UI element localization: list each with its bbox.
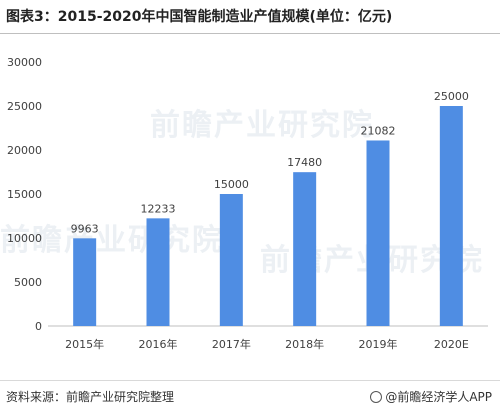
chart-title: 图表3：2015-2020年中国智能制造业产值规模(单位：亿元) [6, 9, 393, 25]
x-tick-label: 2016年 [139, 337, 178, 351]
y-tick-label: 25000 [7, 100, 42, 113]
source-note: 资料来源：前瞻产业研究院整理 [6, 390, 175, 404]
y-tick-label: 30000 [7, 56, 42, 69]
bar [73, 238, 97, 326]
bar [293, 172, 317, 326]
x-tick-label: 2019年 [359, 337, 398, 351]
bar-chart: 0 5000 10000 15000 20000 25000 30000 9963 2015年 1… [7, 56, 488, 351]
y-tick-label: 15000 [7, 188, 42, 201]
y-tick-label: 0 [35, 320, 42, 333]
bar [366, 140, 390, 326]
bar [439, 106, 463, 326]
brand-label: @前瞻经济学人APP [385, 390, 492, 404]
data-label: 9963 [71, 222, 99, 235]
bar [219, 194, 243, 326]
y-tick-label: 20000 [7, 144, 42, 157]
brand-credit: @前瞻经济学人APP [370, 388, 492, 405]
data-label: 25000 [434, 90, 469, 103]
x-tick-label: 2015年 [65, 337, 104, 351]
y-tick-label: 5000 [14, 276, 42, 289]
data-label: 21082 [361, 124, 396, 137]
x-tick-label: 2018年 [285, 337, 324, 351]
data-label: 12233 [141, 202, 176, 215]
title-divider [0, 33, 500, 34]
x-tick-label: 2020E [434, 338, 469, 351]
y-tick-label: 10000 [7, 232, 42, 245]
brand-logo-icon [370, 390, 383, 403]
data-label: 15000 [214, 178, 249, 191]
footer-divider [0, 380, 500, 381]
data-label: 17480 [287, 156, 322, 169]
x-tick-label: 2017年 [212, 337, 251, 351]
bar [146, 218, 170, 326]
